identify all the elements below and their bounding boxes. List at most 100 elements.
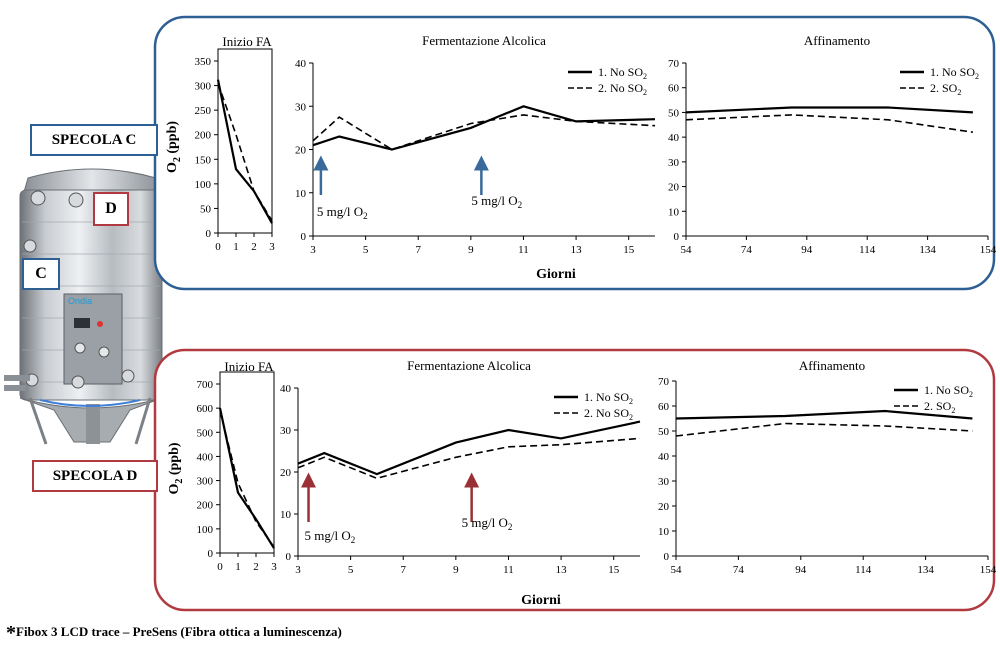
- legend-entry-2: 2. SO2: [924, 399, 955, 415]
- chart-title: Affinamento: [799, 358, 865, 373]
- y-tick-label: 200: [195, 130, 212, 142]
- marker-d-label: D: [93, 192, 129, 226]
- x-tick-label: 13: [571, 244, 583, 256]
- annotation-label: 5 mg/l O2: [305, 528, 356, 545]
- specola-d-label: SPECOLA D: [32, 460, 158, 492]
- y-tick-label: 30: [658, 476, 670, 488]
- x-tick-label: 2: [251, 241, 257, 253]
- y-tick-label: 250: [195, 105, 212, 117]
- series-line-2: [297, 437, 641, 480]
- series-line-2: [219, 410, 275, 548]
- x-tick-label: 15: [623, 244, 635, 256]
- x-tick-label: 9: [453, 564, 459, 576]
- series-line-1: [297, 420, 641, 476]
- y-tick-label: 10: [295, 188, 307, 200]
- y-tick-label: 500: [197, 427, 214, 439]
- y-tick-label: 0: [674, 231, 680, 243]
- legend-entry-1: 1. No SO2: [584, 390, 633, 406]
- x-tick-label: 0: [215, 241, 221, 253]
- y-tick-label: 10: [280, 509, 292, 521]
- y-tick-label: 20: [280, 467, 292, 479]
- x-tick-label: 114: [859, 244, 876, 256]
- footnote-star: *: [6, 622, 16, 644]
- y-tick-label: 0: [664, 551, 670, 563]
- x-tick-label: 7: [400, 564, 406, 576]
- y-tick-label: 350: [195, 56, 212, 68]
- series-line-1: [685, 106, 973, 114]
- x-tick-label: 3: [269, 241, 275, 253]
- chart-title: Fermentazione Alcolica: [407, 358, 531, 373]
- x-tick-label: 9: [468, 244, 474, 256]
- y-tick-label: 300: [197, 476, 214, 488]
- x-tick-label: 94: [795, 564, 807, 576]
- y-tick-label: 20: [668, 182, 680, 194]
- x-tick-label: 3: [310, 244, 316, 256]
- legend-entry-1: 1. No SO2: [930, 65, 979, 81]
- footnote: *Fibox 3 LCD trace – PreSens (Fibra otti…: [6, 622, 342, 645]
- series-line-2: [685, 114, 974, 133]
- x-axis-label: Giorni: [521, 593, 561, 608]
- y-tick-label: 60: [658, 401, 670, 413]
- y-tick-label: 70: [658, 376, 670, 388]
- chart-title: Inizio FA: [224, 359, 274, 374]
- y-tick-label: 50: [200, 203, 212, 215]
- series-line-2: [312, 114, 656, 151]
- y-tick-label: 20: [295, 145, 307, 157]
- y-tick-label: 30: [280, 425, 292, 437]
- y-tick-label: 30: [295, 101, 307, 113]
- chart-title: Affinamento: [804, 33, 870, 48]
- y-tick-label: 60: [668, 83, 680, 95]
- y-tick-label: 40: [668, 132, 680, 144]
- x-tick-label: 154: [980, 244, 997, 256]
- x-tick-label: 134: [917, 564, 934, 576]
- legend-entry-2: 2. No SO2: [598, 81, 647, 97]
- y-tick-label: 30: [668, 157, 680, 169]
- tank-brand-text: Ondia: [68, 296, 92, 306]
- x-tick-label: 134: [919, 244, 936, 256]
- x-tick-label: 1: [235, 561, 241, 573]
- x-tick-label: 154: [980, 564, 997, 576]
- y-tick-label: 100: [195, 179, 212, 191]
- x-tick-label: 1: [233, 241, 239, 253]
- chart-d_fa: 0 10 20 30 40 3 5 7 9 11 13 15 Fermentazione Alcolic…: [280, 358, 641, 608]
- y-tick-label: 0: [208, 548, 214, 560]
- chart-c_aff: 0 10 20 30 40 50 60 70 54 74 94 114 134 154 Affinament…: [668, 33, 997, 256]
- x-tick-label: 54: [671, 564, 683, 576]
- legend-entry-2: 2. No SO2: [584, 406, 633, 422]
- y-tick-label: 400: [197, 451, 214, 463]
- specola-c-label: SPECOLA C: [30, 124, 158, 156]
- legend-entry-1: 1. No SO2: [924, 383, 973, 399]
- y-tick-label: 700: [197, 379, 214, 391]
- x-tick-label: 2: [253, 561, 259, 573]
- y-tick-label: 50: [658, 426, 670, 438]
- x-tick-label: 11: [518, 244, 529, 256]
- x-tick-label: 54: [681, 244, 693, 256]
- x-tick-label: 3: [295, 564, 301, 576]
- x-tick-label: 5: [363, 244, 369, 256]
- chart-c_fa: 0 10 20 30 40 3 5 7 9 11 13 15 Fermentazione Alcolic…: [295, 33, 656, 282]
- y-tick-label: 10: [668, 206, 680, 218]
- chart-title: Inizio FA: [222, 34, 272, 49]
- x-tick-label: 13: [556, 564, 568, 576]
- y-tick-label: 0: [286, 551, 292, 563]
- x-tick-label: 0: [217, 561, 223, 573]
- annotation-label: 5 mg/l O2: [462, 515, 513, 532]
- y-tick-label: 600: [197, 403, 214, 415]
- x-tick-label: 5: [348, 564, 354, 576]
- y-tick-label: 40: [280, 383, 292, 395]
- legend-entry-2: 2. SO2: [930, 81, 961, 97]
- legend-entry-1: 1. No SO2: [598, 65, 647, 81]
- y-tick-label: 50: [668, 107, 680, 119]
- x-tick-label: 74: [741, 244, 753, 256]
- y-tick-label: 100: [197, 524, 214, 536]
- x-axis-label: Giorni: [536, 267, 576, 282]
- y-tick-label: 200: [197, 500, 214, 512]
- y-tick-label: 20: [658, 501, 670, 513]
- y-tick-label: 10: [658, 526, 670, 538]
- chart-title: Fermentazione Alcolica: [422, 33, 546, 48]
- y-axis-label: O2 (ppb): [167, 442, 185, 494]
- x-tick-label: 15: [608, 564, 620, 576]
